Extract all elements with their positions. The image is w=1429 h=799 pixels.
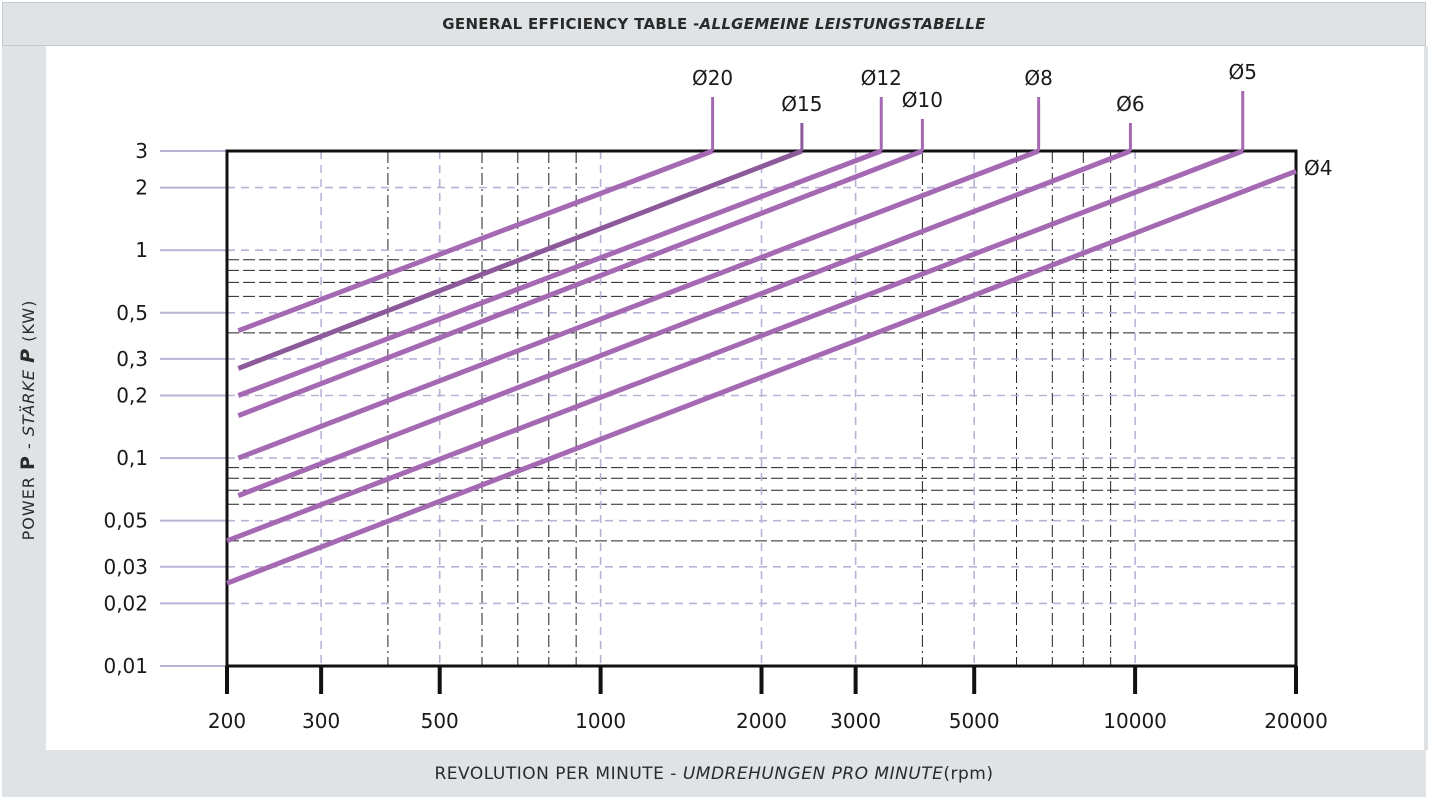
series-line [226,148,1244,544]
y-tick-label: 0,5 [116,301,148,325]
series-label: Ø15 [781,92,822,116]
series-line [237,148,803,371]
chart-title: GENERAL EFFICIENCY TABLE - [442,15,700,33]
y-tick-label: 2 [135,176,148,200]
series-line [237,148,714,334]
y-tick-label: 1 [135,238,148,262]
series-line [237,148,1132,498]
series-label: Ø10 [902,88,943,112]
left-border-bar [2,46,46,750]
x-axis-label-bar: REVOLUTION PER MINUTE - UMDREHUNGEN PRO … [2,750,1426,797]
x-axis-label-italic: UMDREHUNGEN PRO MINUTE [682,763,944,784]
y-tick-label: 0,02 [103,591,148,615]
series-label: Ø6 [1116,92,1144,116]
x-axis-ticks: 200 300 500 1000 2000 3000 5000 10000 20000 [208,666,1328,733]
x-tick-label: 1000 [575,709,626,733]
series-label: Ø8 [1024,66,1052,90]
series-label: Ø20 [692,66,733,90]
series-line [237,148,1040,461]
series-label: Ø4 [1304,156,1332,180]
series-label: Ø5 [1229,60,1257,84]
x-axis-label: REVOLUTION PER MINUTE - [434,763,677,784]
series-line [237,148,924,418]
x-tick-label: 5000 [949,709,1000,733]
x-tick-label: 200 [208,709,246,733]
y-tick-label: 3 [135,139,148,163]
chart-title-italic: ALLGEMEINE LEISTUNGSTABELLE [699,15,986,33]
y-axis-ticks: 3 2 1 0,5 0,3 0,2 0,1 0,05 0,03 0,02 0,01 [103,139,148,678]
x-tick-label: 500 [421,709,459,733]
x-tick-label: 300 [302,709,340,733]
x-tick-label: 10000 [1103,709,1167,733]
x-tick-label: 20000 [1264,709,1328,733]
x-tick-label: 2000 [736,709,787,733]
y-tick-label: 0,1 [116,446,148,470]
y-tick-label: 0,01 [103,654,148,678]
series-label: Ø12 [861,66,902,90]
series-lines [226,91,1297,586]
series-line [226,168,1297,586]
x-tick-label: 3000 [830,709,881,733]
x-axis-unit: (rpm) [943,763,994,784]
y-tick-label: 0,3 [116,347,148,371]
chart-title-bar: GENERAL EFFICIENCY TABLE - ALLGEMEINE LE… [2,2,1426,46]
right-border-bar [1424,46,1428,750]
series-line [237,148,883,398]
y-tick-label: 0,2 [116,384,148,408]
y-tick-label: 0,05 [103,509,148,533]
y-tick-label: 0,03 [103,555,148,579]
